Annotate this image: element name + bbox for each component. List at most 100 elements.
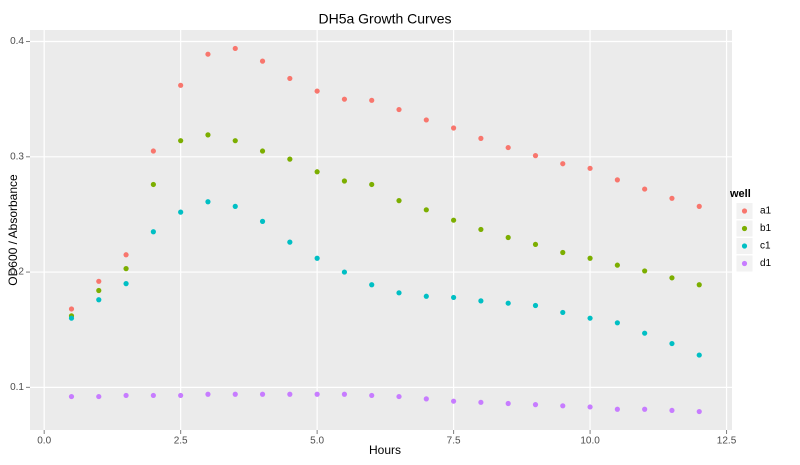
data-point — [423, 396, 429, 402]
data-point — [205, 391, 211, 397]
data-point — [505, 144, 511, 151]
legend-label: a1 — [760, 206, 772, 217]
data-point — [532, 241, 539, 248]
x-tick-label: 2.5 — [174, 436, 188, 447]
data-point — [696, 408, 702, 415]
data-point — [696, 352, 702, 358]
data-point — [205, 132, 211, 138]
data-point — [287, 391, 293, 397]
data-point — [259, 391, 266, 397]
x-tick-label: 0.0 — [37, 436, 51, 447]
x-tick-label: 7.5 — [447, 436, 461, 447]
legend-marker — [741, 225, 748, 232]
data-point — [669, 407, 675, 414]
data-point — [587, 315, 593, 321]
y-tick-label: 0.2 — [10, 267, 24, 278]
data-point — [232, 391, 238, 397]
data-point — [587, 404, 593, 410]
x-tick-label: 10.0 — [580, 436, 600, 447]
data-point — [123, 392, 129, 399]
data-point — [451, 125, 457, 131]
data-point — [369, 97, 375, 103]
y-tick-label: 0.1 — [10, 382, 24, 393]
legend-title: well — [729, 188, 751, 200]
data-point — [532, 402, 539, 408]
data-point — [232, 45, 238, 52]
data-point — [259, 218, 266, 224]
y-tick-label: 0.4 — [10, 36, 24, 47]
data-point — [205, 199, 211, 205]
data-point — [68, 393, 75, 400]
data-point — [669, 275, 675, 281]
data-point — [287, 239, 293, 245]
data-point — [614, 177, 620, 183]
data-point — [642, 330, 648, 336]
data-point — [232, 203, 238, 209]
data-point — [287, 75, 293, 82]
data-point — [96, 287, 102, 294]
data-point — [314, 88, 320, 94]
data-point — [314, 169, 320, 175]
data-point — [696, 203, 702, 209]
data-point — [178, 138, 184, 144]
data-point — [560, 249, 566, 256]
x-axis-label: Hours — [369, 443, 401, 457]
data-point — [532, 302, 539, 309]
data-point — [478, 298, 484, 304]
legend-marker — [741, 243, 748, 249]
legend-label: c1 — [760, 241, 771, 252]
data-point — [478, 399, 484, 405]
data-point — [178, 209, 184, 215]
data-point — [68, 306, 75, 312]
data-point — [178, 82, 184, 88]
data-point — [232, 138, 238, 144]
data-point — [259, 148, 266, 154]
data-point — [451, 294, 457, 301]
data-point — [423, 293, 429, 299]
data-point — [614, 262, 620, 268]
plot-panel — [30, 30, 732, 430]
data-point — [96, 278, 102, 284]
data-point — [505, 234, 511, 241]
data-point — [587, 165, 593, 171]
data-point — [369, 282, 375, 288]
x-tick-label: 5.0 — [310, 436, 324, 447]
data-point — [396, 106, 402, 113]
legend-label: d1 — [760, 258, 772, 269]
data-point — [669, 340, 675, 347]
data-point — [150, 181, 156, 188]
data-point — [396, 393, 402, 400]
data-point — [396, 198, 402, 204]
data-point — [150, 148, 156, 154]
data-point — [642, 268, 648, 274]
data-point — [96, 393, 102, 400]
data-point — [123, 252, 129, 258]
y-axis-label: OD600 / Absorbance — [6, 174, 20, 286]
data-point — [150, 229, 156, 235]
data-point — [314, 255, 320, 261]
data-point — [423, 117, 429, 123]
data-point — [642, 186, 648, 192]
data-point — [614, 320, 620, 326]
data-point — [123, 266, 129, 272]
data-point — [96, 297, 102, 303]
data-point — [560, 161, 566, 167]
data-point — [451, 217, 457, 223]
data-point — [68, 315, 75, 321]
chart-title: DH5a Growth Curves — [318, 11, 451, 27]
legend-marker — [741, 260, 748, 267]
data-point — [451, 398, 457, 404]
data-point — [369, 392, 375, 399]
data-point — [478, 226, 484, 233]
data-point — [369, 181, 375, 188]
x-tick-label: 12.5 — [717, 436, 737, 447]
data-point — [614, 406, 620, 412]
data-point — [123, 281, 129, 287]
data-point — [560, 403, 566, 409]
data-point — [478, 135, 484, 141]
data-point — [669, 195, 675, 201]
data-point — [642, 406, 648, 412]
data-point — [532, 153, 539, 159]
data-point — [423, 207, 429, 213]
data-point — [150, 392, 156, 399]
